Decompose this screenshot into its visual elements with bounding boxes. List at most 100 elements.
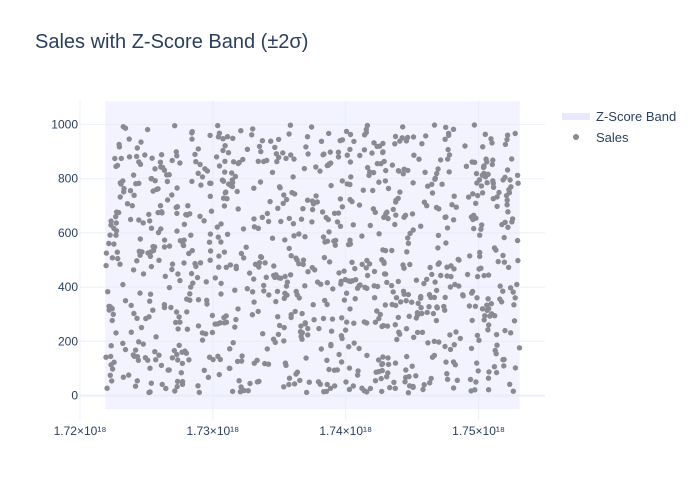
sales-point <box>321 151 327 157</box>
sales-point <box>113 330 119 336</box>
sales-point <box>482 313 488 319</box>
sales-point <box>150 188 156 194</box>
sales-point <box>304 197 311 203</box>
sales-point <box>512 295 518 301</box>
sales-point <box>338 281 344 287</box>
sales-point <box>201 218 207 224</box>
sales-point <box>117 261 123 267</box>
sales-point <box>179 381 186 387</box>
sales-point <box>419 329 426 335</box>
sales-point <box>205 374 212 380</box>
sales-point <box>109 306 115 312</box>
sales-point <box>241 387 247 394</box>
sales-point <box>110 311 117 317</box>
sales-point <box>509 219 515 225</box>
sales-point <box>120 281 126 288</box>
sales-point <box>293 371 299 377</box>
sales-point <box>127 188 134 194</box>
sales-point <box>195 297 202 303</box>
y-tick-label: 0 <box>71 389 78 403</box>
sales-point <box>146 211 152 218</box>
sales-point <box>159 210 165 216</box>
sales-point <box>360 187 366 193</box>
sales-point <box>427 380 433 386</box>
sales-point <box>435 245 441 251</box>
sales-point <box>356 345 362 352</box>
sales-point <box>267 198 273 205</box>
sales-point <box>245 388 251 394</box>
sales-point <box>493 369 500 376</box>
sales-point <box>108 343 114 349</box>
sales-point <box>515 180 521 186</box>
sales-point <box>442 136 448 142</box>
sales-point <box>133 153 140 160</box>
sales-point <box>158 362 165 369</box>
sales-point <box>363 265 369 271</box>
sales-point <box>320 234 327 240</box>
sales-points <box>103 122 523 396</box>
sales-point <box>296 295 302 301</box>
y-tick-label: 400 <box>58 280 78 294</box>
sales-point <box>218 221 224 227</box>
sales-point <box>390 206 396 213</box>
sales-point <box>442 294 448 301</box>
sales-point <box>449 202 455 208</box>
sales-point <box>324 280 330 286</box>
sales-point <box>210 356 216 363</box>
sales-point <box>188 284 194 290</box>
sales-point <box>318 138 325 144</box>
sales-point <box>443 359 449 365</box>
sales-point <box>450 126 457 132</box>
sales-point <box>187 211 193 217</box>
sales-point <box>468 345 475 352</box>
sales-point <box>293 255 299 261</box>
sales-point <box>488 136 494 142</box>
sales-point <box>479 306 486 312</box>
sales-point <box>510 388 516 394</box>
sales-point <box>250 126 256 132</box>
sales-point <box>199 337 206 343</box>
sales-point <box>151 244 158 250</box>
sales-point <box>359 385 365 391</box>
sales-point <box>230 159 237 165</box>
sales-point <box>298 323 304 329</box>
sales-point <box>451 342 457 348</box>
sales-point <box>313 193 319 199</box>
sales-point <box>216 253 222 259</box>
sales-point <box>454 377 460 383</box>
sales-point <box>161 244 168 250</box>
sales-point <box>251 276 257 282</box>
legend[interactable]: Z-Score Band Sales <box>562 109 676 145</box>
sales-point <box>391 379 397 385</box>
sales-point <box>280 150 286 156</box>
sales-point <box>406 373 412 380</box>
sales-point <box>249 132 255 138</box>
sales-point <box>256 260 263 266</box>
sales-point <box>251 216 257 222</box>
sales-point <box>385 361 392 368</box>
sales-point <box>230 135 236 141</box>
sales-point <box>144 126 151 133</box>
sales-point <box>147 298 153 304</box>
sales-point <box>450 385 457 391</box>
sales-point <box>214 224 220 230</box>
sales-point <box>490 184 497 190</box>
sales-point <box>511 318 518 324</box>
sales-point <box>347 241 354 247</box>
sales-point <box>215 134 222 140</box>
sales-point <box>302 320 308 326</box>
sales-point <box>352 265 358 272</box>
sales-point <box>147 253 154 259</box>
sales-point <box>336 351 342 358</box>
sales-point <box>224 231 231 237</box>
sales-point <box>377 311 383 318</box>
sales-point <box>332 242 338 248</box>
sales-point <box>364 272 371 279</box>
sales-point <box>322 239 328 245</box>
sales-point <box>326 130 332 137</box>
sales-point <box>490 157 496 163</box>
sales-point <box>273 298 279 305</box>
sales-point <box>337 196 344 202</box>
sales-point <box>432 279 438 285</box>
sales-point <box>201 367 207 373</box>
